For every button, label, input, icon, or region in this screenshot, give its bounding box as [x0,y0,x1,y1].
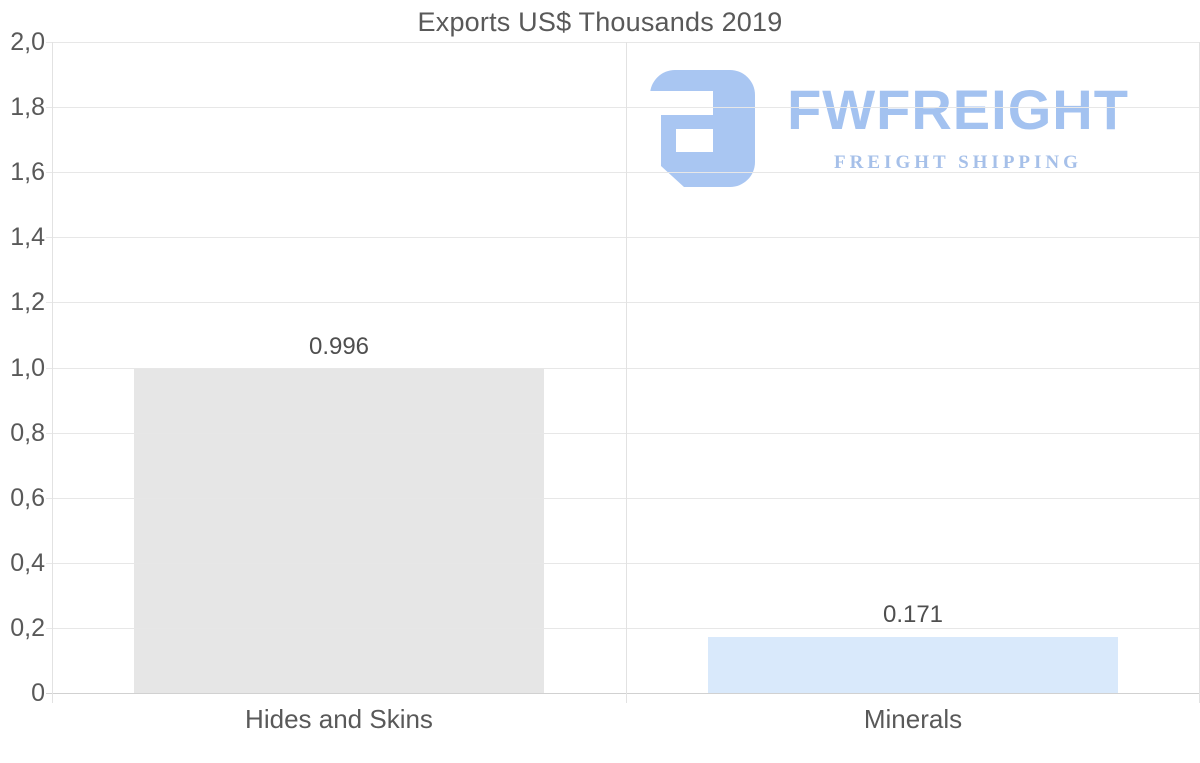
brand-tagline: FREIGHT SHIPPING [834,152,1082,173]
brand-text-block: FWFREIGHT FREIGHT SHIPPING [768,70,1148,174]
y-axis-tick-label: 1,0 [10,354,45,382]
gridline [46,172,1200,173]
category-separator-line [626,42,627,703]
brand-logo: FWFREIGHT FREIGHT SHIPPING [650,70,1150,190]
y-axis-tick-label: 2,0 [10,28,45,56]
y-axis-tick-label: 1,8 [10,93,45,121]
chart-title: Exports US$ Thousands 2019 [417,7,783,37]
y-axis-tick-label: 1,2 [10,288,45,316]
x-axis-category-label: Hides and Skins [245,704,433,734]
bar-value-label: 0.996 [308,333,370,360]
y-axis-tick-label: 0,8 [10,419,45,447]
brand-name: FWFREIGHT [787,78,1129,141]
y-axis-tick-label: 1,6 [10,158,45,186]
gridline [46,498,1200,499]
y-axis-tick-label: 0 [31,679,45,707]
x-axis-category-label: Minerals [863,704,963,734]
x-axis-baseline [46,693,1200,694]
y-axis-tick-label: 0,4 [10,549,45,577]
y-axis-tick-label: 1,4 [10,223,45,251]
gridline [46,237,1200,238]
gridline [46,433,1200,434]
y-axis-tick-label: 0,6 [10,484,45,512]
gridline [46,628,1200,629]
gridline [46,107,1200,108]
y-axis-line [52,42,53,703]
gridline [46,563,1200,564]
gridline [46,42,1200,43]
bar-minerals [708,637,1118,693]
y-axis-tick-label: 0,2 [10,614,45,642]
gridline [46,368,1200,369]
fwfreight-logo-icon [650,70,755,187]
bar-value-label: 0.171 [882,601,944,628]
bar-hides-and-skins [134,369,544,693]
gridline [46,302,1200,303]
